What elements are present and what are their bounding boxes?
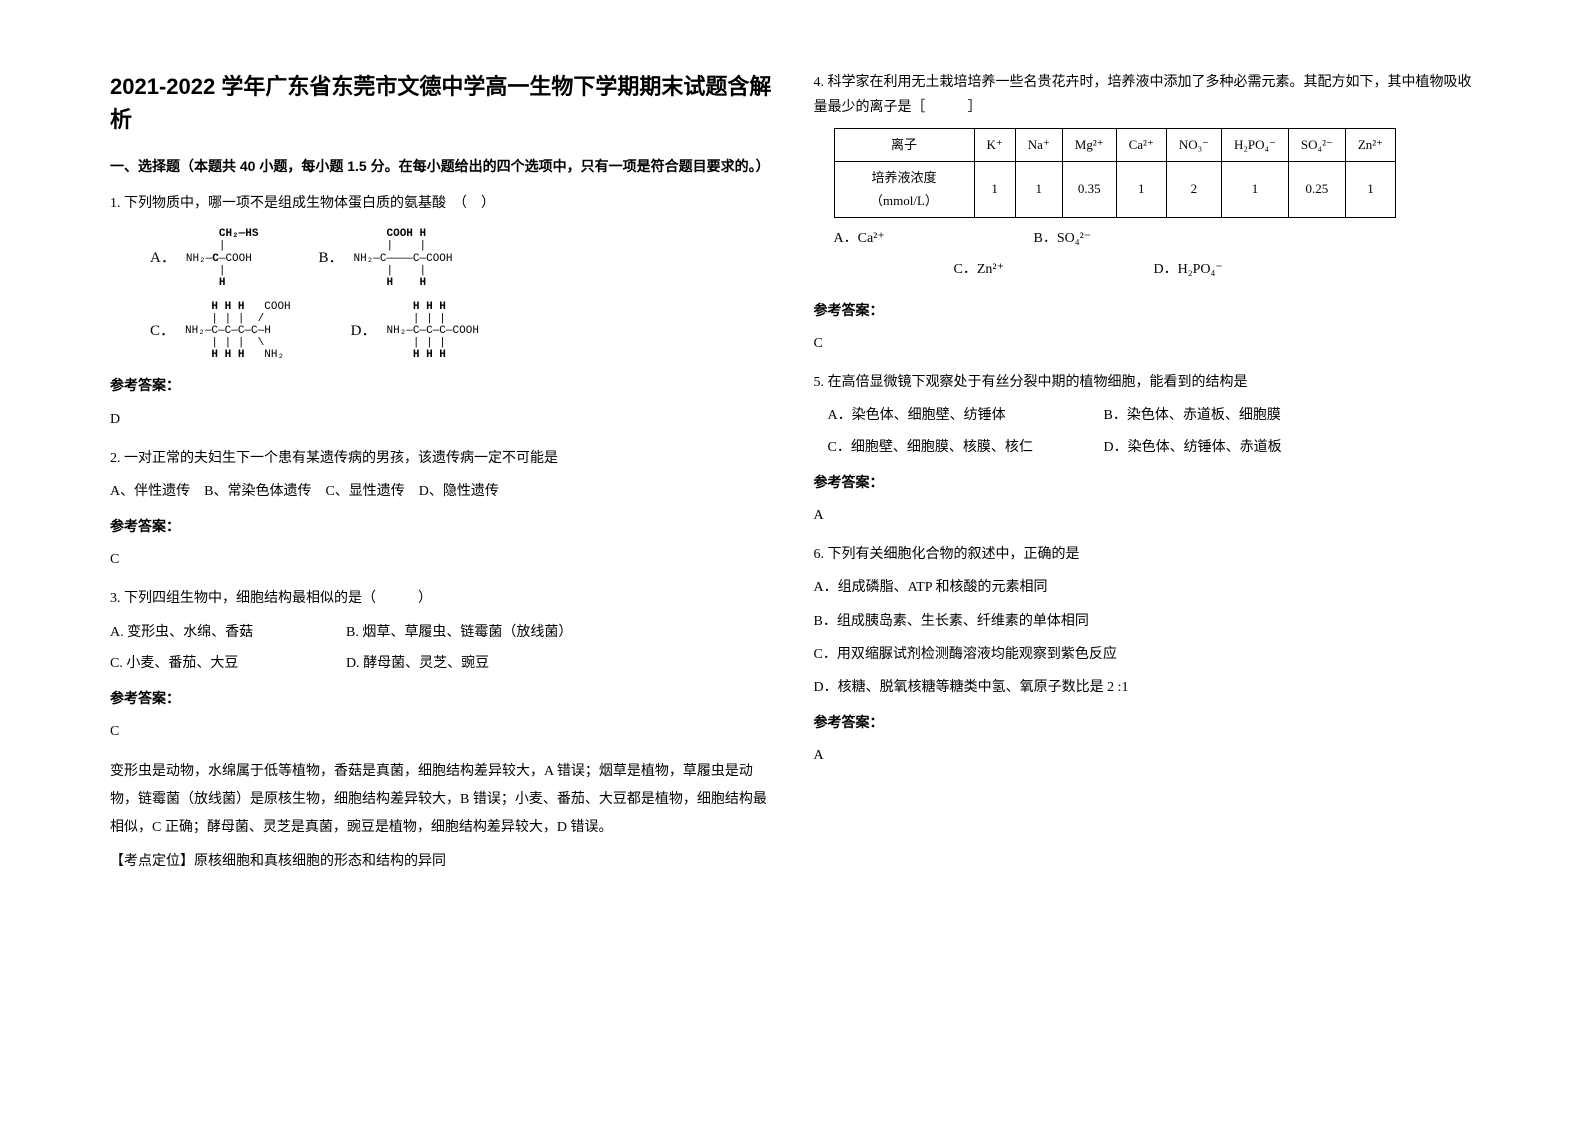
q1-option-C: C． H H H COOH | | | / NH₂—C—C—C—C—H | | … (150, 301, 291, 361)
q3-optA: A. 变形虫、水绵、香菇 (110, 620, 330, 645)
q3-explanation: 变形虫是动物，水绵属于低等植物，香菇是真菌，细胞结构差异较大，A 错误；烟草是植… (110, 758, 774, 842)
q4-text: 4. 科学家在利用无土栽培培养一些名贵花卉时，培养液中添加了多种必需元素。其配方… (814, 70, 1478, 120)
question-4: 4. 科学家在利用无土栽培培养一些名贵花卉时，培养液中添加了多种必需元素。其配方… (814, 70, 1478, 356)
question-3: 3. 下列四组生物中，细胞结构最相似的是（ ） A. 变形虫、水绵、香菇 B. … (110, 586, 774, 876)
td-zn: 1 (1345, 161, 1395, 217)
q5-optC: C．细胞壁、细胞膜、核膜、核仁 (828, 435, 1088, 460)
q1-option-A: A． CH₂—HS | NH₂—C—COOH | H (150, 228, 258, 288)
chem-structure-D: H H H | | | NH₂—C—C—C—COOH | | | H H H (387, 301, 479, 361)
q1-label-C: C． (150, 318, 175, 345)
q2-answer-label: 参考答案： (110, 514, 774, 539)
q1-answer-label: 参考答案： (110, 373, 774, 398)
q2-answer: C (110, 547, 774, 572)
question-6: 6. 下列有关细胞化合物的叙述中，正确的是 A．组成磷脂、ATP 和核酸的元素相… (814, 542, 1478, 768)
q4-optD: D．H₂PO₄⁻ (1154, 257, 1354, 282)
q4-options: A．Ca²⁺ B．SO₄²⁻ C．Zn²⁺ D．H₂PO₄⁻ (834, 226, 1478, 288)
th-ca: Ca²⁺ (1116, 129, 1166, 161)
q2-options: A、伴性遗传 B、常染色体遗传 C、显性遗传 D、隐性遗传 (110, 479, 774, 504)
th-so4: SO₄²⁻ (1288, 129, 1345, 161)
right-column: 4. 科学家在利用无土栽培培养一些名贵花卉时，培养液中添加了多种必需元素。其配方… (794, 70, 1498, 1052)
td-h2po4: 1 (1221, 161, 1288, 217)
q5-optA: A．染色体、细胞壁、纺锤体 (828, 403, 1088, 428)
td-no3: 2 (1166, 161, 1221, 217)
q5-text: 5. 在高倍显微镜下观察处于有丝分裂中期的植物细胞，能看到的结构是 (814, 370, 1478, 395)
td-mg: 0.35 (1062, 161, 1116, 217)
q3-answer: C (110, 719, 774, 744)
th-no3: NO₃⁻ (1166, 129, 1221, 161)
q5-answer-label: 参考答案： (814, 470, 1478, 495)
td-ca: 1 (1116, 161, 1166, 217)
q6-optA: A．组成磷脂、ATP 和核酸的元素相同 (814, 575, 1478, 600)
q5-answer: A (814, 503, 1478, 528)
q6-answer: A (814, 743, 1478, 768)
q1-text: 1. 下列物质中，哪一项不是组成生物体蛋白质的氨基酸 （ ） (110, 191, 774, 216)
q4-optC: C．Zn²⁺ (954, 257, 1154, 282)
q3-note: 【考点定位】原核细胞和真核细胞的形态和结构的异同 (110, 848, 774, 876)
q1-option-D: D． H H H | | | NH₂—C—C—C—COOH | | | H H … (351, 301, 479, 361)
q3-answer-label: 参考答案： (110, 686, 774, 711)
td-na: 1 (1015, 161, 1062, 217)
left-column: 2021-2022 学年广东省东莞市文德中学高一生物下学期期末试题含解析 一、选… (90, 70, 794, 1052)
q5-options-row-1: A．染色体、细胞壁、纺锤体 B．染色体、赤道板、细胞膜 (828, 403, 1478, 428)
th-mg: Mg²⁺ (1062, 129, 1116, 161)
td-label: 培养液浓度（mmol/L） (834, 161, 974, 217)
q5-options-row-2: C．细胞壁、细胞膜、核膜、核仁 D．染色体、纺锤体、赤道板 (828, 435, 1478, 460)
page-title: 2021-2022 学年广东省东莞市文德中学高一生物下学期期末试题含解析 (110, 70, 774, 136)
q1-label-D: D． (351, 318, 377, 345)
q1-option-B: B． COOH H | | NH₂—C————C—COOH | | H H (318, 228, 452, 288)
td-so4: 0.25 (1288, 161, 1345, 217)
table-data-row: 培养液浓度（mmol/L） 1 1 0.35 1 2 1 0.25 1 (834, 161, 1396, 217)
q6-optC: C．用双缩脲试剂检测酶溶液均能观察到紫色反应 (814, 642, 1478, 667)
q3-text: 3. 下列四组生物中，细胞结构最相似的是（ ） (110, 586, 774, 611)
q5-optB: B．染色体、赤道板、细胞膜 (1104, 403, 1281, 428)
td-k: 1 (974, 161, 1015, 217)
q1-label-B: B． (318, 245, 343, 272)
q1-answer: D (110, 407, 774, 432)
th-ion: 离子 (834, 129, 974, 161)
th-h2po4: H₂PO₄⁻ (1221, 129, 1288, 161)
q4-optB: B．SO₄²⁻ (1034, 226, 1234, 251)
question-5: 5. 在高倍显微镜下观察处于有丝分裂中期的植物细胞，能看到的结构是 A．染色体、… (814, 370, 1478, 528)
q4-optA: A．Ca²⁺ (834, 226, 1034, 251)
question-2: 2. 一对正常的夫妇生下一个患有某遗传病的男孩，该遗传病一定不可能是 A、伴性遗… (110, 446, 774, 573)
q1-structures-row-2: C． H H H COOH | | | / NH₂—C—C—C—C—H | | … (150, 301, 774, 361)
question-1: 1. 下列物质中，哪一项不是组成生物体蛋白质的氨基酸 （ ） A． CH₂—HS… (110, 191, 774, 432)
chem-structure-B: COOH H | | NH₂—C————C—COOH | | H H (353, 228, 452, 288)
q3-options-row-1: A. 变形虫、水绵、香菇 B. 烟草、草履虫、链霉菌（放线菌） (110, 620, 774, 645)
q4-answer-label: 参考答案： (814, 298, 1478, 323)
th-zn: Zn²⁺ (1345, 129, 1395, 161)
q2-text: 2. 一对正常的夫妇生下一个患有某遗传病的男孩，该遗传病一定不可能是 (110, 446, 774, 471)
q4-answer: C (814, 331, 1478, 356)
th-na: Na⁺ (1015, 129, 1062, 161)
q1-structures-row-1: A． CH₂—HS | NH₂—C—COOH | H B． COOH H | |… (150, 228, 774, 288)
table-header-row: 离子 K⁺ Na⁺ Mg²⁺ Ca²⁺ NO₃⁻ H₂PO₄⁻ SO₄²⁻ Zn… (834, 129, 1396, 161)
q3-optC: C. 小麦、番茄、大豆 (110, 651, 330, 676)
chem-structure-A: CH₂—HS | NH₂—C—COOH | H (186, 228, 259, 288)
th-k: K⁺ (974, 129, 1015, 161)
ion-table: 离子 K⁺ Na⁺ Mg²⁺ Ca²⁺ NO₃⁻ H₂PO₄⁻ SO₄²⁻ Zn… (834, 128, 1397, 217)
q6-optD: D．核糖、脱氧核糖等糖类中氢、氧原子数比是 2 :1 (814, 675, 1478, 700)
q3-optB: B. 烟草、草履虫、链霉菌（放线菌） (346, 620, 572, 645)
section-header: 一、选择题（本题共 40 小题，每小题 1.5 分。在每小题给出的四个选项中，只… (110, 154, 774, 179)
q3-optD: D. 酵母菌、灵芝、豌豆 (346, 651, 489, 676)
q6-answer-label: 参考答案： (814, 710, 1478, 735)
q6-optB: B．组成胰岛素、生长素、纤维素的单体相同 (814, 609, 1478, 634)
q3-options-row-2: C. 小麦、番茄、大豆 D. 酵母菌、灵芝、豌豆 (110, 651, 774, 676)
q1-label-A: A． (150, 245, 176, 272)
q6-text: 6. 下列有关细胞化合物的叙述中，正确的是 (814, 542, 1478, 567)
chem-structure-C: H H H COOH | | | / NH₂—C—C—C—C—H | | | \… (185, 301, 291, 361)
q5-optD: D．染色体、纺锤体、赤道板 (1104, 435, 1282, 460)
